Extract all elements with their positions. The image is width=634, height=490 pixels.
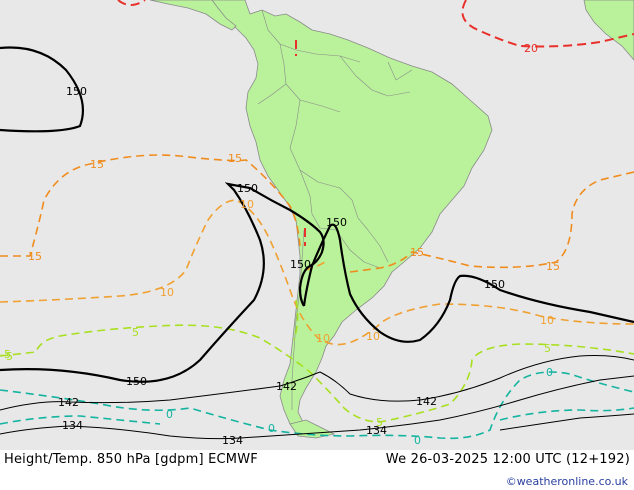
temp-label: 0 — [268, 422, 275, 435]
temp-labels: 20 15 15 15 15 15 10 10 10 10 10 5 5 5 5… — [0, 42, 560, 447]
isotherm-5 — [0, 299, 634, 423]
map-canvas: 150 150 150 150 150 150 142 142 142 134 … — [0, 0, 634, 450]
temp-label: 20 — [524, 42, 538, 55]
isotherm-15 — [0, 154, 634, 273]
map-datetime: We 26-03-2025 12:00 UTC (12+192) — [385, 452, 630, 467]
height-label: 134 — [222, 434, 243, 447]
credit-link[interactable]: ©weatheronline.co.uk — [505, 475, 628, 488]
temp-label: 0 — [546, 366, 553, 379]
isotherm-20 — [117, 0, 634, 246]
height-label: 142 — [416, 395, 437, 408]
height-label: 142 — [276, 380, 297, 393]
height-label: 150 — [326, 216, 347, 229]
africa-land — [583, 0, 634, 61]
height-label: 142 — [58, 396, 79, 409]
temp-label: 15 — [228, 152, 242, 165]
temp-label: 5 — [544, 342, 551, 355]
temp-label: 15 — [410, 246, 424, 259]
country-borders — [257, 9, 413, 410]
height-labels: 150 150 150 150 150 150 142 142 142 134 … — [58, 85, 505, 447]
map-title: Height/Temp. 850 hPa [gdpm] ECMWF — [4, 452, 258, 467]
central-america-land — [149, 0, 237, 31]
temp-label: 5 — [376, 416, 383, 429]
height-label: 134 — [366, 424, 387, 437]
temp-label: 5 — [132, 326, 139, 339]
south-america-land — [211, 0, 493, 435]
height-contour-134 — [0, 375, 634, 440]
height-label: 150 — [66, 85, 87, 98]
temp-label: 10 — [366, 330, 380, 343]
isotherm-0 — [0, 371, 634, 440]
temp-label: 10 — [160, 286, 174, 299]
height-label: 150 — [126, 375, 147, 388]
height-label: 150 — [237, 182, 258, 195]
temp-label: 0 — [414, 434, 421, 447]
temp-label: 10 — [240, 198, 254, 211]
height-label: 134 — [62, 419, 83, 432]
height-contour-150 — [0, 46, 634, 383]
footer-bar: Height/Temp. 850 hPa [gdpm] ECMWF We 26-… — [0, 450, 634, 490]
temp-label: 15 — [90, 158, 104, 171]
height-label: 150 — [484, 278, 505, 291]
temp-label: 15 — [28, 250, 42, 263]
temp-label: 15 — [546, 260, 560, 273]
temp-label: 10 — [540, 314, 554, 327]
temp-label: 0 — [166, 408, 173, 421]
temp-label: -5 — [0, 348, 11, 361]
temp-label: 5 — [6, 350, 13, 363]
height-label: 150 — [290, 258, 311, 271]
temp-label: 10 — [316, 332, 330, 345]
height-contour-142 — [0, 355, 634, 411]
